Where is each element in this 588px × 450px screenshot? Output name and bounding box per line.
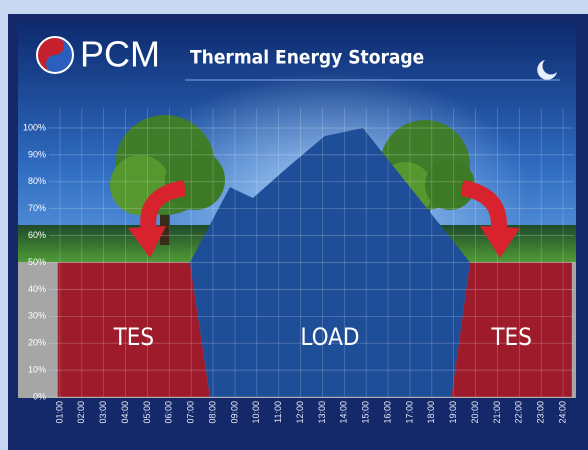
- y-tick-label: 60%: [28, 230, 46, 240]
- x-tick-label: 04:00: [120, 401, 130, 424]
- y-tick-label: 20%: [28, 338, 46, 348]
- arrow-right-head: [480, 226, 520, 258]
- x-tick-label: 23:00: [536, 401, 546, 424]
- logo-icon: [36, 36, 74, 74]
- y-tick-label: 100%: [23, 122, 46, 132]
- x-tick-label: 18:00: [426, 401, 436, 424]
- y-tick-label: 80%: [28, 176, 46, 186]
- x-tick-label: 08:00: [207, 401, 217, 424]
- series-area: [451, 262, 572, 397]
- series-label: TES: [490, 323, 532, 351]
- series-label: TES: [113, 323, 155, 351]
- y-tick-label: 30%: [28, 311, 46, 321]
- x-tick-label: 16:00: [382, 401, 392, 424]
- y-tick-label: 40%: [28, 284, 46, 294]
- x-tick-label: 13:00: [317, 401, 327, 424]
- y-tick-label: 0%: [33, 391, 46, 401]
- series-label: LOAD: [300, 323, 359, 351]
- x-tick-label: 21:00: [492, 401, 502, 424]
- x-tick-label: 03:00: [98, 401, 108, 424]
- x-tick-label: 15:00: [361, 401, 371, 424]
- y-tick-label: 70%: [28, 203, 46, 213]
- x-tick-label: 01:00: [54, 401, 64, 424]
- x-tick-label: 06:00: [164, 401, 174, 424]
- x-tick-label: 11:00: [273, 401, 283, 423]
- x-tick-label: 14:00: [339, 401, 349, 424]
- x-tick-label: 24:00: [557, 401, 567, 424]
- series-area: [189, 128, 471, 397]
- y-tick-label: 90%: [28, 149, 46, 159]
- y-tick-label: 50%: [28, 257, 46, 267]
- arrow-left-head: [128, 226, 166, 258]
- logo-text: PCM: [80, 34, 160, 75]
- x-tick-label: 10:00: [251, 401, 261, 424]
- x-tick-label: 19:00: [448, 401, 458, 424]
- x-tick-label: 20:00: [470, 401, 480, 424]
- x-tick-label: 17:00: [404, 401, 414, 424]
- x-tick-label: 12:00: [295, 401, 305, 424]
- chart-title: Thermal Energy Storage: [190, 47, 424, 69]
- y-tick-label: 10%: [28, 364, 46, 374]
- moon: [537, 60, 557, 80]
- x-tick-label: 07:00: [186, 401, 196, 424]
- x-tick-label: 05:00: [142, 401, 152, 424]
- x-tick-label: 09:00: [229, 401, 239, 424]
- x-tick-label: 22:00: [514, 401, 524, 424]
- series-area: [57, 262, 210, 397]
- x-tick-label: 02:00: [76, 401, 86, 424]
